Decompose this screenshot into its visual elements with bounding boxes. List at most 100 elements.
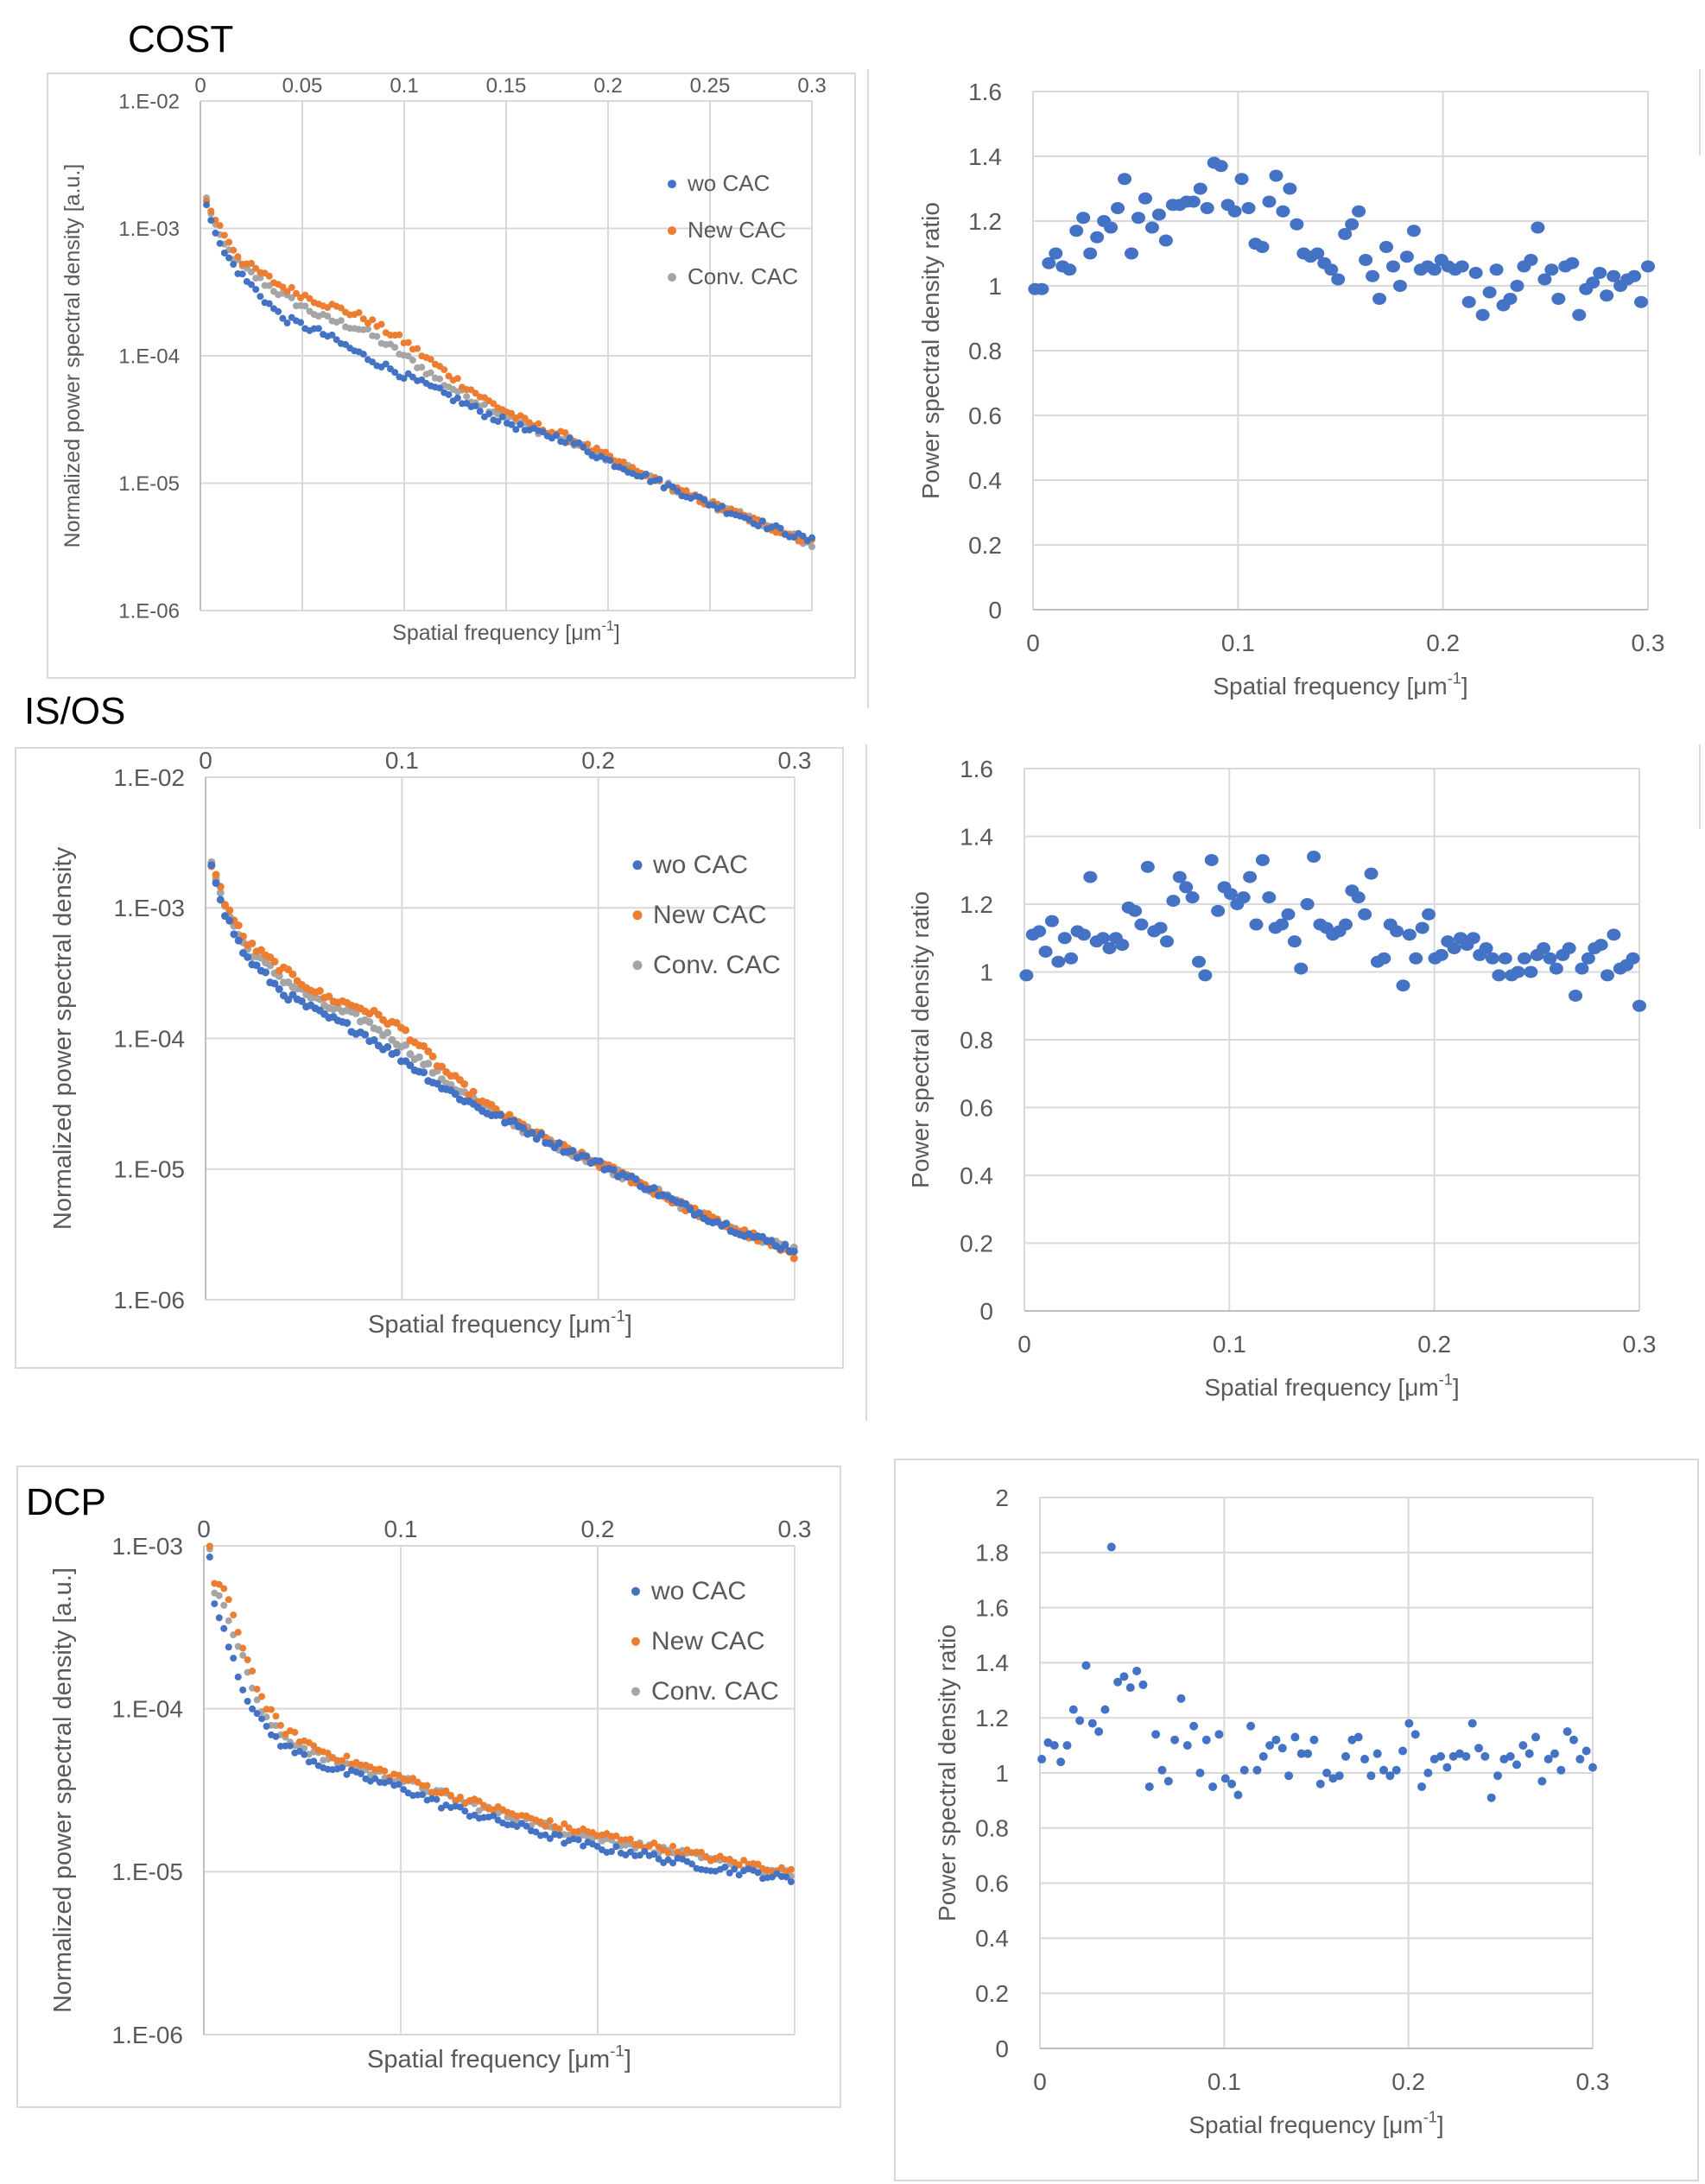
data-point-ratio — [1537, 1776, 1547, 1786]
data-point-ratio — [1531, 1732, 1541, 1742]
data-point-ratio — [1390, 925, 1404, 938]
data-point-ratio — [1543, 952, 1557, 965]
data-point-new-cac — [420, 1041, 428, 1050]
y-tick-label: 1.E-03 — [114, 895, 186, 921]
y-axis-title: Normalized power spectral density — [49, 846, 77, 1230]
data-point-wo-cac — [216, 239, 224, 247]
data-point-new-cac — [239, 1644, 247, 1652]
data-point-conv-cac — [225, 1617, 232, 1624]
data-point-new-cac — [324, 1750, 332, 1757]
y-tick-label: 1.E-03 — [118, 218, 180, 241]
data-point-ratio — [1572, 308, 1587, 321]
data-point-ratio — [1334, 1771, 1344, 1781]
chart-isos-psd: 0 0.1 0.2 0.3 1.E-06 1.E-05 1.E-04 1.E-03 1.E-02… — [15, 747, 844, 1369]
data-point-wo-cac — [238, 270, 246, 278]
data-point-new-cac — [735, 1861, 743, 1869]
data-point-wo-cac — [735, 1871, 743, 1879]
data-point-ratio — [1461, 1751, 1471, 1761]
legend-marker — [632, 910, 643, 921]
data-point-ratio — [1372, 1749, 1382, 1758]
data-point-new-cac — [343, 1752, 351, 1760]
x-tick-label: 0.3 — [1576, 2068, 1610, 2095]
x-tick-label: 0 — [1017, 1331, 1031, 1358]
data-point-ratio — [1360, 1755, 1370, 1764]
data-point-wo-cac — [286, 1742, 294, 1750]
x-tick-label: 0.2 — [1417, 1331, 1451, 1358]
data-point-ratio — [1562, 1727, 1572, 1737]
y-tick-label: 1.E-04 — [118, 345, 180, 368]
data-point-wo-cac — [230, 930, 238, 939]
data-point-ratio — [1075, 1716, 1085, 1725]
data-point-ratio — [1125, 1683, 1135, 1693]
data-point-ratio — [1220, 1774, 1230, 1783]
data-point-ratio — [1396, 979, 1410, 992]
data-point-new-cac — [288, 970, 297, 978]
data-point-ratio — [1569, 1735, 1579, 1744]
data-point-ratio — [1236, 891, 1251, 904]
data-point-ratio — [1338, 228, 1353, 240]
data-point-wo-cac — [284, 996, 293, 1004]
data-point-ratio — [1392, 280, 1407, 292]
data-point-ratio — [1118, 173, 1132, 186]
data-point-new-cac — [395, 1771, 402, 1779]
y-tick-label: 0.6 — [975, 1870, 1009, 1896]
data-point-ratio — [1359, 254, 1373, 266]
x-tick-label: 0.2 — [1426, 630, 1460, 656]
data-point-wo-cac — [485, 410, 493, 418]
legend-label: wo CAC — [650, 1577, 746, 1605]
y-tick-label: 1.4 — [968, 143, 1002, 170]
data-point-ratio — [1569, 989, 1583, 1002]
data-point-ratio — [1094, 1727, 1104, 1737]
data-point-conv-cac — [364, 326, 371, 333]
data-point-new-cac — [593, 444, 600, 452]
data-point-ratio — [1341, 1751, 1351, 1761]
data-point-wo-cac — [783, 1873, 790, 1881]
data-point-ratio — [1038, 945, 1053, 958]
x-tick-label: 0.1 — [390, 74, 418, 98]
y-tick-label: 1.6 — [968, 79, 1002, 105]
x-tick-label: 0.3 — [1623, 1331, 1657, 1358]
data-point-wo-cac — [212, 879, 220, 888]
data-point-ratio — [1104, 221, 1119, 234]
chart-frame — [47, 73, 856, 679]
data-point-ratio — [1062, 1741, 1072, 1750]
data-point-wo-cac — [537, 1130, 546, 1138]
data-point-new-cac — [535, 420, 542, 427]
x-tick-label: 0.1 — [384, 1516, 418, 1542]
data-point-wo-cac — [252, 961, 261, 970]
data-point-ratio — [1511, 965, 1525, 978]
data-point-wo-cac — [789, 1247, 798, 1256]
data-point-ratio — [1227, 1779, 1237, 1788]
data-point-wo-cac — [754, 1869, 762, 1877]
data-point-conv-cac — [406, 1050, 415, 1059]
data-point-ratio — [1409, 952, 1423, 965]
data-point-conv-cac — [404, 352, 412, 360]
data-point-ratio — [1037, 1755, 1047, 1764]
x-tick-label: 0 — [197, 1516, 211, 1542]
data-point-ratio — [1307, 851, 1322, 864]
data-point-ratio — [1158, 234, 1173, 247]
data-point-ratio — [1447, 942, 1461, 955]
data-point-new-cac — [437, 1062, 446, 1071]
data-point-ratio — [1138, 1680, 1148, 1689]
data-point-wo-cac — [595, 1157, 604, 1166]
data-point-ratio — [1144, 221, 1159, 234]
data-point-ratio — [1475, 308, 1490, 321]
data-point-new-cac — [292, 289, 300, 297]
data-point-wo-cac — [371, 1775, 379, 1782]
x-tick-label: 0.2 — [581, 747, 615, 774]
data-point-ratio — [1296, 1749, 1306, 1758]
data-point-new-cac — [682, 487, 690, 495]
data-point-wo-cac — [636, 1852, 643, 1859]
data-point-wo-cac — [523, 1822, 530, 1830]
data-point-conv-cac — [275, 972, 283, 980]
data-point-new-cac — [258, 1693, 266, 1700]
data-point-ratio — [1172, 870, 1187, 883]
x-tick-label: 0 — [199, 747, 212, 774]
data-point-wo-cac — [207, 861, 216, 870]
data-point-wo-cac — [234, 936, 243, 945]
data-point-ratio — [1234, 173, 1249, 186]
data-point-wo-cac — [370, 1035, 378, 1044]
data-point-new-cac — [453, 375, 461, 383]
data-point-wo-cac — [607, 1847, 615, 1855]
